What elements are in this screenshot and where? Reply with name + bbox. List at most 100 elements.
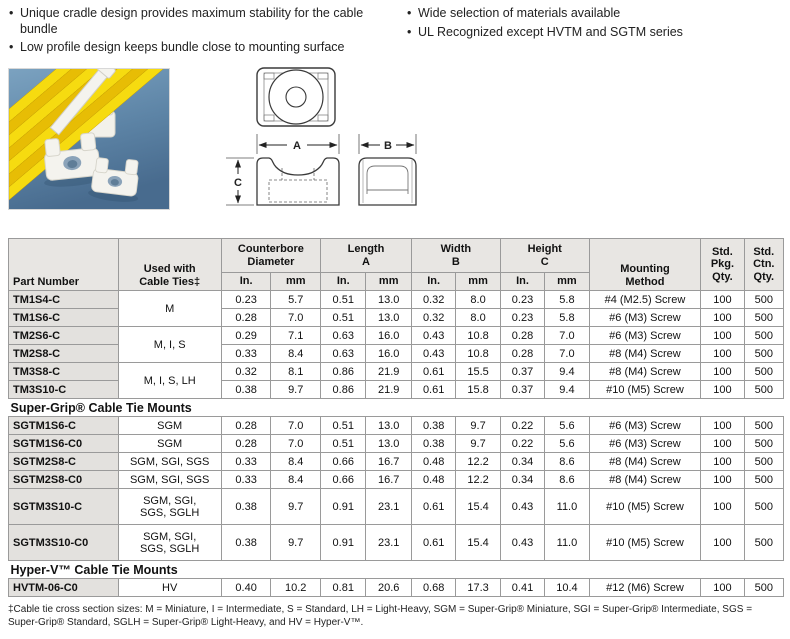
- dimension-cell: 0.51: [320, 416, 367, 435]
- table-row: SGTM3S10-C SGM, SGI, SGS, SGLH 0.38 9.7 0.91…: [8, 488, 785, 525]
- std-pkg-qty-cell: 100: [700, 308, 745, 327]
- std-ctn-qty-cell: 500: [743, 326, 785, 345]
- dimension-cell: 16.7: [365, 470, 412, 489]
- std-ctn-qty-cell: 500: [743, 488, 785, 525]
- header-in: In.: [410, 272, 457, 291]
- dimension-cell: 11.0: [544, 488, 590, 525]
- dimension-cell: 10.2: [270, 578, 322, 597]
- mounting-method-cell: #4 (M2.5) Screw: [588, 290, 702, 309]
- dimension-cell: 0.51: [320, 434, 367, 453]
- dimension-cell: 0.33: [220, 344, 272, 363]
- std-pkg-qty-cell: 100: [700, 524, 745, 561]
- dimension-cell: 0.38: [410, 434, 457, 453]
- loose-mount-left: [44, 132, 104, 187]
- mounting-method-cell: #10 (M5) Screw: [588, 380, 702, 399]
- header-in: In.: [499, 272, 546, 291]
- table-body: TM1S4-C M 0.23 5.7 0.51 13.0 0.32 8.0 0.23 5.8 #4 …: [8, 290, 785, 597]
- technical-drawing: A C B: [224, 60, 424, 210]
- dimension-cell: 0.23: [220, 290, 272, 309]
- header-mm: mm: [455, 272, 501, 291]
- table-row: TM3S8-C M, I, S, LH 0.32 8.1 0.86 21.9 0.61 15.…: [8, 362, 785, 399]
- std-ctn-qty-cell: 500: [743, 308, 785, 327]
- dimension-cell: 8.1: [270, 362, 322, 381]
- dim-a-label: A: [293, 140, 301, 152]
- dimension-cell: 0.32: [410, 290, 457, 309]
- dimension-cell: 0.28: [499, 344, 546, 363]
- dimension-cell: 7.0: [270, 434, 322, 453]
- section-header-row: Super-Grip® Cable Tie Mounts: [8, 398, 784, 417]
- std-pkg-qty-cell: 100: [700, 290, 745, 309]
- dimension-a: A: [256, 134, 340, 154]
- dimension-cell: 0.33: [220, 452, 272, 471]
- part-number-cell: SGTM1S6-C: [8, 416, 119, 435]
- std-pkg-qty-cell: 100: [700, 578, 745, 597]
- part-number-cell: SGTM2S8-C: [8, 452, 119, 471]
- std-pkg-qty-cell: 100: [700, 344, 745, 363]
- std-pkg-qty-cell: 100: [700, 326, 745, 345]
- table-row: TM1S4-C M 0.23 5.7 0.51 13.0 0.32 8.0 0.23 5.8 #4 …: [8, 290, 785, 327]
- dimension-cell: 8.6: [544, 470, 590, 489]
- dimension-cell: 0.38: [220, 524, 272, 561]
- std-ctn-qty-cell: 500: [743, 452, 785, 471]
- feature-bullets-right: Wide selection of materials available UL…: [406, 6, 784, 43]
- dimension-cell: 16.0: [365, 326, 412, 345]
- dimension-cell: 0.34: [499, 470, 546, 489]
- mounting-method-cell: #10 (M5) Screw: [588, 488, 702, 525]
- dimension-cell: 0.91: [320, 524, 367, 561]
- std-ctn-qty-cell: 500: [743, 344, 785, 363]
- dimension-cell: 16.7: [365, 452, 412, 471]
- header-height: Height C: [499, 238, 590, 273]
- std-ctn-qty-cell: 500: [743, 380, 785, 399]
- feature-bullets-left: Unique cradle design provides maximum st…: [8, 6, 380, 59]
- footnote: ‡Cable tie cross section sizes: M = Mini…: [8, 604, 753, 628]
- front-view-drawing: [256, 157, 340, 206]
- dimension-cell: 0.23: [499, 308, 546, 327]
- dimension-cell: 0.32: [220, 362, 272, 381]
- part-number-cell: TM2S8-C: [8, 344, 119, 363]
- dimension-cell: 0.38: [410, 416, 457, 435]
- dimension-cell: 9.4: [544, 380, 590, 399]
- mounting-method-cell: #6 (M3) Screw: [588, 308, 702, 327]
- dimension-cell: 0.40: [220, 578, 272, 597]
- dimension-cell: 8.4: [270, 344, 322, 363]
- dimension-cell: 20.6: [365, 578, 412, 597]
- dimension-cell: 21.9: [365, 380, 412, 399]
- table-header: Part Number Used with Cable Ties‡ Counte…: [8, 238, 785, 291]
- dimension-cell: 0.29: [220, 326, 272, 345]
- dimension-cell: 0.22: [499, 416, 546, 435]
- dimension-cell: 0.43: [499, 524, 546, 561]
- dimension-c: C: [226, 157, 254, 206]
- dimension-cell: 7.0: [270, 416, 322, 435]
- dimension-cell: 0.48: [410, 470, 457, 489]
- dimension-cell: 0.86: [320, 362, 367, 381]
- dimension-cell: 0.63: [320, 344, 367, 363]
- mounting-method-cell: #8 (M4) Screw: [588, 470, 702, 489]
- header-length: Length A: [320, 238, 412, 273]
- dimension-cell: 15.8: [455, 380, 501, 399]
- dimension-cell: 0.41: [499, 578, 546, 597]
- std-pkg-qty-cell: 100: [700, 488, 745, 525]
- section-header-row: Hyper-V™ Cable Tie Mounts: [8, 560, 784, 579]
- dimension-cell: 5.6: [544, 434, 590, 453]
- product-photo-image: [9, 69, 169, 209]
- dimension-cell: 10.4: [544, 578, 590, 597]
- dimension-drawing: A C B: [226, 67, 417, 206]
- dimension-cell: 7.0: [544, 326, 590, 345]
- header-mm: mm: [365, 272, 412, 291]
- dimension-cell: 0.28: [499, 326, 546, 345]
- dimension-cell: 0.86: [320, 380, 367, 399]
- dimension-cell: 0.22: [499, 434, 546, 453]
- dimension-cell: 0.91: [320, 488, 367, 525]
- section-title: Hyper-V™ Cable Tie Mounts: [8, 560, 784, 579]
- dimension-cell: 0.61: [410, 524, 457, 561]
- header-used-with: Used with Cable Ties‡: [117, 238, 222, 291]
- std-pkg-qty-cell: 100: [700, 362, 745, 381]
- used-with-cell: SGM, SGI, SGS, SGLH: [117, 524, 222, 561]
- table-row: HVTM-06-C0 HV 0.40 10.2 0.81 20.6 0.68 17.3 0.41…: [8, 578, 785, 597]
- dimension-cell: 0.28: [220, 434, 272, 453]
- loose-mount-right: [88, 157, 139, 202]
- table-row: SGTM1S6-C0 SGM 0.28 7.0 0.51 13.0 0.38 9.7 0.22 5…: [8, 434, 785, 453]
- dimension-cell: 17.3: [455, 578, 501, 597]
- used-with-cell: M, I, S: [117, 326, 222, 363]
